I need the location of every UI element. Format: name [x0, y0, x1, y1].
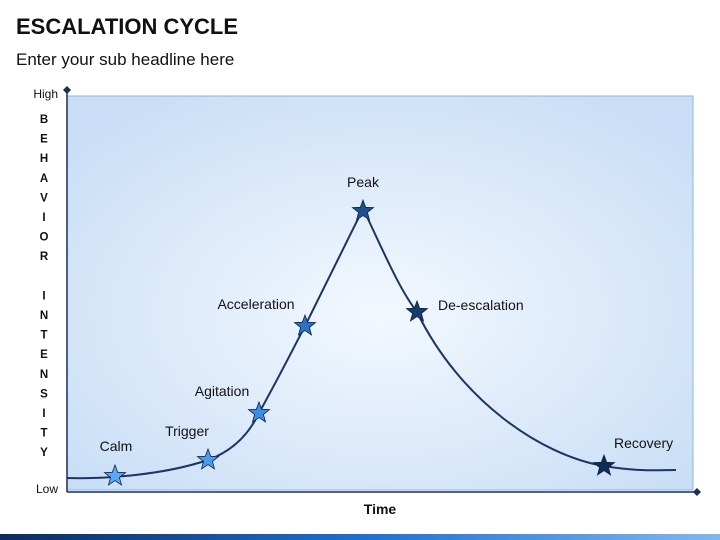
- stage-star: [247, 400, 271, 423]
- plot-area: [66, 95, 694, 491]
- subtitle: Enter your sub headline here: [16, 50, 235, 69]
- stage-label: Agitation: [195, 383, 249, 399]
- axis-arrow: [63, 86, 71, 94]
- y-axis-label: BEHAVIOR INTENSITY: [38, 114, 50, 467]
- stage-label: De-escalation: [438, 297, 524, 313]
- stage-star: [196, 447, 220, 470]
- stage-label: Acceleration: [217, 296, 294, 312]
- stage-star: [351, 198, 375, 221]
- stage-star: [293, 313, 317, 336]
- y-low-label: Low: [36, 482, 58, 496]
- title: ESCALATION CYCLE: [16, 14, 239, 39]
- axis-arrow: [693, 488, 701, 496]
- stage-label: Peak: [347, 174, 380, 190]
- footer-stripe: [0, 534, 720, 540]
- stage-label: Trigger: [165, 423, 209, 439]
- stage-star: [405, 299, 429, 322]
- stage-star: [592, 453, 616, 476]
- x-axis-label: Time: [364, 501, 397, 517]
- stage-label: Calm: [100, 438, 133, 454]
- y-high-label: High: [33, 87, 58, 101]
- stage-star: [103, 463, 127, 486]
- stage-label: Recovery: [614, 435, 673, 451]
